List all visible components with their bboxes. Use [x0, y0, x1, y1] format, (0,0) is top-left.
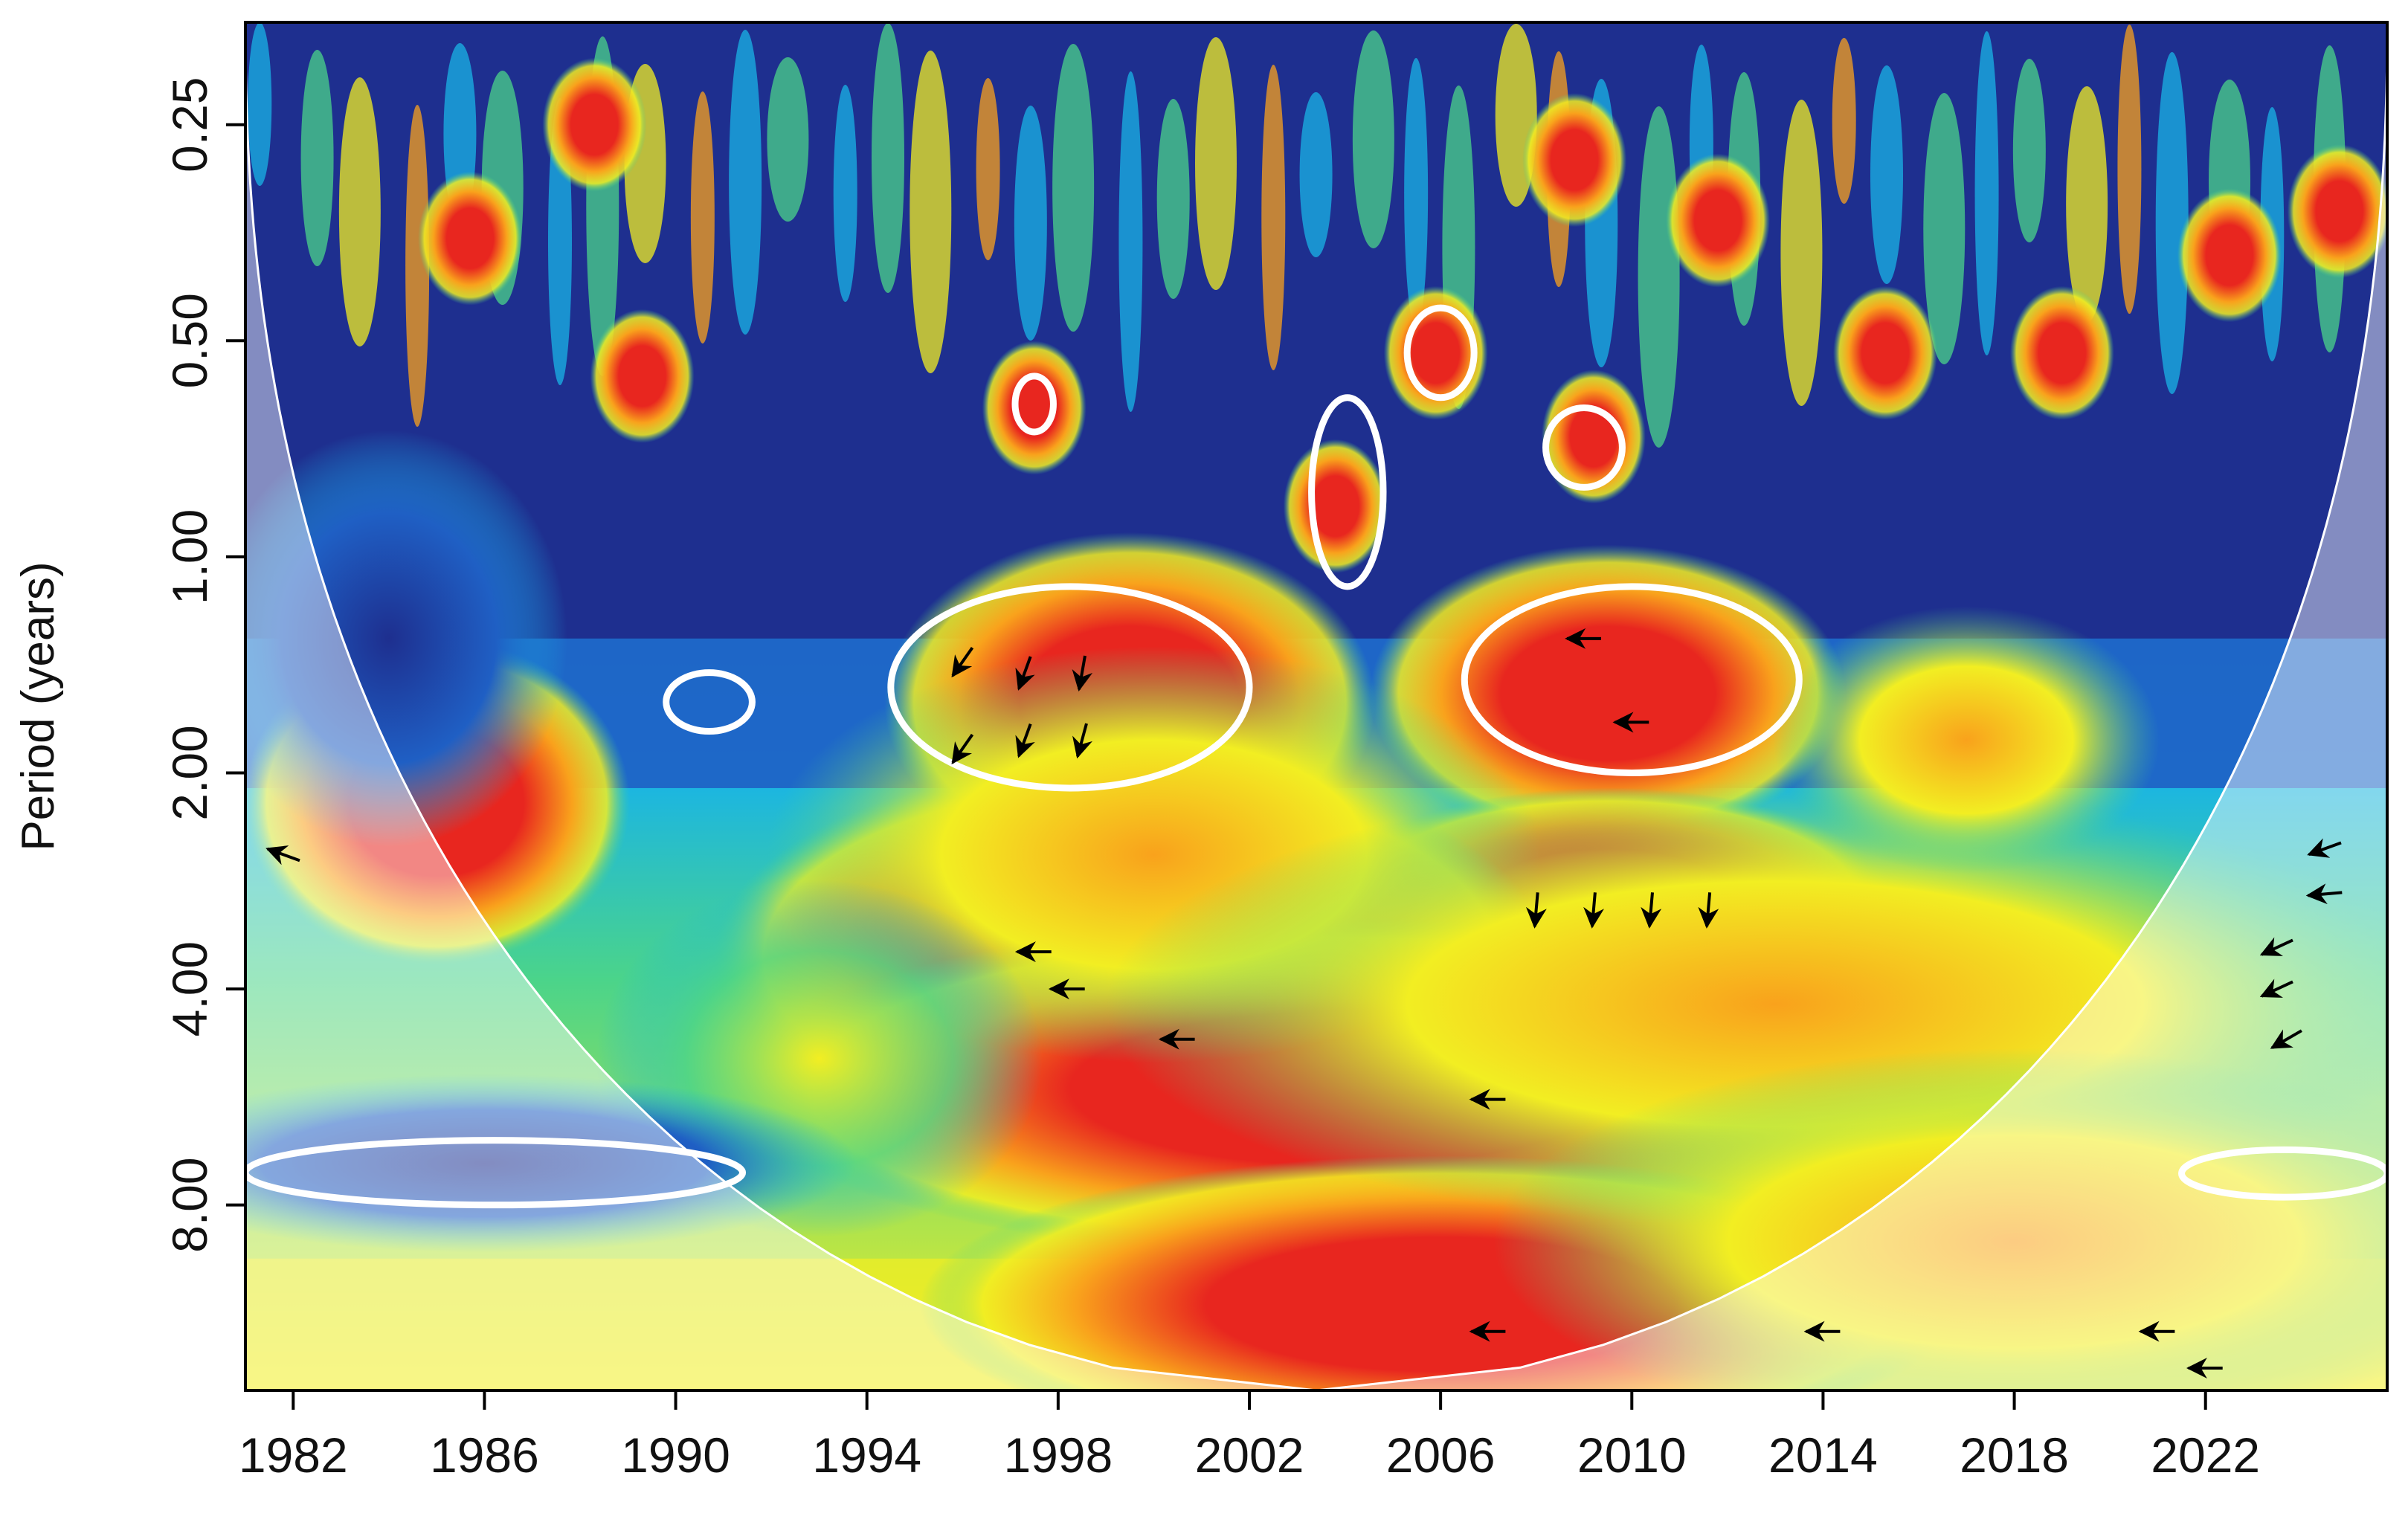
phase-arrow: [2270, 1029, 2302, 1049]
heatmap-blob: [245, 1074, 857, 1253]
phase-arrow: [1698, 892, 1719, 929]
significance-contour: [245, 1137, 746, 1209]
heatmap-streak: [729, 30, 762, 335]
heatmap-streak: [1404, 58, 1429, 329]
significance-contour: [1403, 304, 1478, 402]
wavelet-power-field: [245, 22, 2387, 1390]
heatmap-streak: [300, 50, 334, 266]
plot-frame: [244, 21, 2389, 1392]
heatmap-streak: [1832, 38, 1856, 204]
heatmap-streak: [1052, 44, 1095, 332]
heatmap-streak: [1870, 65, 1903, 284]
x-tick-label: 2022: [2151, 1428, 2260, 1483]
coi-boundary: [245, 22, 2387, 1390]
heatmap-streak: [910, 51, 952, 373]
significance-contour: [1461, 583, 1803, 776]
heatmap-blob: [1493, 1048, 2387, 1390]
y-tick-label: 0.50: [162, 293, 217, 388]
y-axis: 0.25 0.50 1.00 2.00 4.00 8.00: [162, 77, 245, 1253]
heatmap-streak: [1156, 99, 1190, 299]
phase-arrow: [1072, 723, 1093, 759]
x-tick-label: 1982: [239, 1428, 348, 1483]
heatmap-streak: [1974, 31, 1999, 355]
heatmap-hotspot: [1833, 286, 1937, 420]
heatmap-streak: [338, 77, 381, 346]
x-tick-label: 2018: [1960, 1428, 2069, 1483]
heatmap-streak: [1638, 106, 1680, 448]
heatmap-streak: [976, 78, 1000, 260]
heatmap-streak: [1299, 92, 1333, 257]
x-tick-label: 2014: [1768, 1428, 1878, 1483]
significance-contours: [245, 304, 2387, 1209]
heatmap-hotspot: [982, 341, 1087, 475]
phase-arrow: [2259, 978, 2293, 998]
heatmap-streak: [248, 22, 272, 186]
heatmap-hotspot: [2009, 286, 2114, 420]
y-tick-label: 4.00: [162, 941, 217, 1036]
heatmap-blob: [245, 430, 567, 847]
x-tick-label: 2002: [1195, 1428, 1304, 1483]
phase-arrow: [265, 845, 300, 865]
x-tick-label: 1998: [1003, 1428, 1113, 1483]
phase-arrow: [1015, 656, 1035, 691]
x-axis: 1982 1986 1990 1994 1998 2002 2006 2010 2014 2018…: [239, 1390, 2260, 1483]
heatmap-streak: [2066, 86, 2108, 323]
heatmap-streak: [2155, 52, 2189, 394]
significance-contour: [1308, 394, 1387, 590]
plot-area: [245, 22, 2387, 1390]
x-tick-label: 2006: [1386, 1428, 1496, 1483]
heatmap-hotspot: [590, 309, 695, 443]
phase-arrows: [265, 628, 2343, 1378]
heatmap-hotspot: [2177, 188, 2282, 323]
cone-of-influence-shading: [245, 22, 2387, 1390]
phase-arrow: [1583, 892, 1605, 929]
phase-arrow: [2305, 883, 2343, 905]
heatmap-streak: [833, 85, 857, 302]
phase-arrow: [1072, 655, 1093, 692]
significance-contour: [1011, 373, 1057, 436]
phase-arrow: [1015, 723, 1035, 758]
phase-arrow: [951, 733, 974, 764]
heatmap-hotspot: [2287, 144, 2387, 279]
heatmap-streak: [1195, 37, 1237, 290]
y-axis-label: Period (years): [13, 561, 64, 851]
heatmap-streak: [1014, 106, 1047, 341]
x-tick-label: 1990: [621, 1428, 730, 1483]
phase-arrow: [2259, 937, 2293, 956]
phase-arrow: [1641, 892, 1662, 929]
significance-contour: [663, 669, 756, 735]
heatmap-blob: [1773, 606, 2160, 874]
heatmap-hotspot: [1666, 153, 1770, 288]
y-tick-label: 0.25: [162, 77, 217, 172]
heatmap-streak: [872, 23, 904, 293]
heatmap-hotspot: [542, 57, 647, 192]
phase-arrow: [1525, 892, 1547, 929]
x-tick-label: 1994: [812, 1428, 921, 1483]
heatmap-streak: [1118, 71, 1143, 412]
heatmap-streak: [2117, 25, 2142, 314]
y-tick-label: 2.00: [162, 725, 217, 820]
x-tick-label: 1986: [430, 1428, 539, 1483]
heatmap-streak: [1923, 93, 1966, 364]
x-tick-label: 2010: [1577, 1428, 1687, 1483]
heatmap-hotspot: [1522, 93, 1627, 228]
heatmap-streak: [690, 91, 715, 344]
heatmap-streak: [1780, 100, 1823, 406]
heatmap-hotspot: [418, 171, 523, 306]
heatmap-streak: [2012, 59, 2046, 242]
significance-contour: [1542, 404, 1626, 491]
heatmap-streak: [1352, 30, 1394, 248]
heatmap-streak: [1261, 65, 1286, 370]
y-tick-label: 8.00: [162, 1157, 217, 1252]
coi-shade-left: [245, 22, 1316, 1390]
significance-contour: [887, 583, 1253, 792]
y-tick-label: 1.00: [162, 509, 217, 604]
coi-shade-right: [1316, 22, 2387, 1390]
heatmap-streak: [405, 105, 430, 427]
phase-arrow: [2307, 838, 2342, 858]
heatmap-streak: [767, 57, 809, 222]
heatmap-hotspot: [1541, 370, 1646, 504]
phase-arrow: [951, 646, 974, 678]
